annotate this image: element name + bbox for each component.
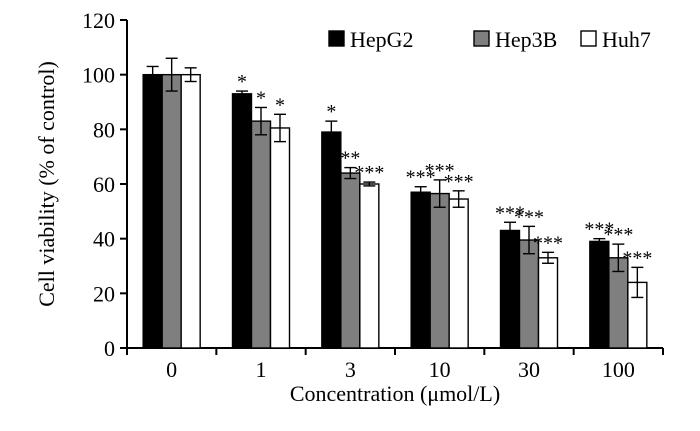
x-tick-label: 1 [256, 357, 267, 382]
significance-labels: *************************** ********* [237, 71, 652, 269]
y-axis-label: Cell viability (% of control) [34, 61, 59, 307]
legend-label-hepg2: HepG2 [350, 27, 414, 52]
bar-hepg2-0 [142, 73, 163, 349]
bar-hep3b-1 [250, 120, 272, 349]
axes [126, 20, 663, 349]
legend-label-hep3b: Hep3B [495, 27, 557, 52]
bar-hepg2-3 [321, 131, 342, 349]
significance-label: *** [514, 206, 544, 228]
bars [142, 73, 648, 349]
x-tick-label: 0 [166, 357, 177, 382]
bar-hepg2-100 [589, 240, 610, 349]
y-tick-label: 120 [82, 8, 115, 33]
y-tick-label: 80 [93, 117, 115, 142]
y-ticks: 0 20 40 60 80 100 120 [82, 8, 127, 361]
significance-label: *** [354, 162, 384, 184]
significance-label: *** [444, 171, 474, 193]
error-bars [146, 57, 644, 299]
significance-label: * [256, 87, 266, 109]
bar-hepg2-1 [231, 93, 253, 349]
legend-label-huh7: Huh7 [602, 27, 651, 52]
significance-label: *** [603, 224, 633, 246]
x-tick-label: 3 [345, 357, 356, 382]
bar-hepg2-30 [499, 229, 521, 349]
significance-label: *** [406, 167, 436, 189]
y-tick-label: 100 [82, 63, 115, 88]
bar-hep3b-0 [161, 73, 182, 349]
bar-huh7-1 [269, 127, 291, 349]
legend-swatch-huh7 [580, 30, 597, 47]
bar-hep3b-3 [340, 172, 361, 349]
x-tick-label: 10 [429, 357, 451, 382]
y-tick-label: 40 [93, 227, 115, 252]
significance-label: * [275, 94, 285, 116]
bar-huh7-0 [180, 73, 201, 349]
y-tick-label: 0 [104, 336, 115, 361]
legend-swatch-hep3b [473, 30, 490, 47]
significance-label: ** [340, 148, 360, 170]
y-tick-label: 60 [93, 172, 115, 197]
bar-hep3b-30 [518, 239, 540, 349]
significance-label: *** [425, 160, 455, 182]
significance-label: * [237, 71, 247, 93]
bar-huh7-30 [537, 257, 559, 349]
x-axis-label: Concentration (μmol/L) [290, 381, 500, 406]
significance-label: *** [622, 247, 652, 269]
x-ticks: 0 1 3 10 30 100 [126, 348, 664, 382]
x-tick-label: 100 [602, 357, 635, 382]
bar-huh7-10 [448, 198, 469, 349]
significance-label: * [326, 101, 336, 123]
y-tick-label: 20 [93, 281, 115, 306]
x-tick-label: 30 [518, 357, 540, 382]
bar-huh7-3 [359, 183, 380, 349]
bar-hepg2-10 [410, 191, 431, 349]
significance-label: *** [495, 202, 525, 224]
legend-swatch-hepg2 [328, 30, 345, 47]
significance-label: *** [533, 232, 563, 254]
bar-hep3b-10 [429, 192, 450, 349]
significance-label: *** [584, 219, 614, 241]
legend: HepG2 Hep3B Huh7 [328, 27, 651, 52]
